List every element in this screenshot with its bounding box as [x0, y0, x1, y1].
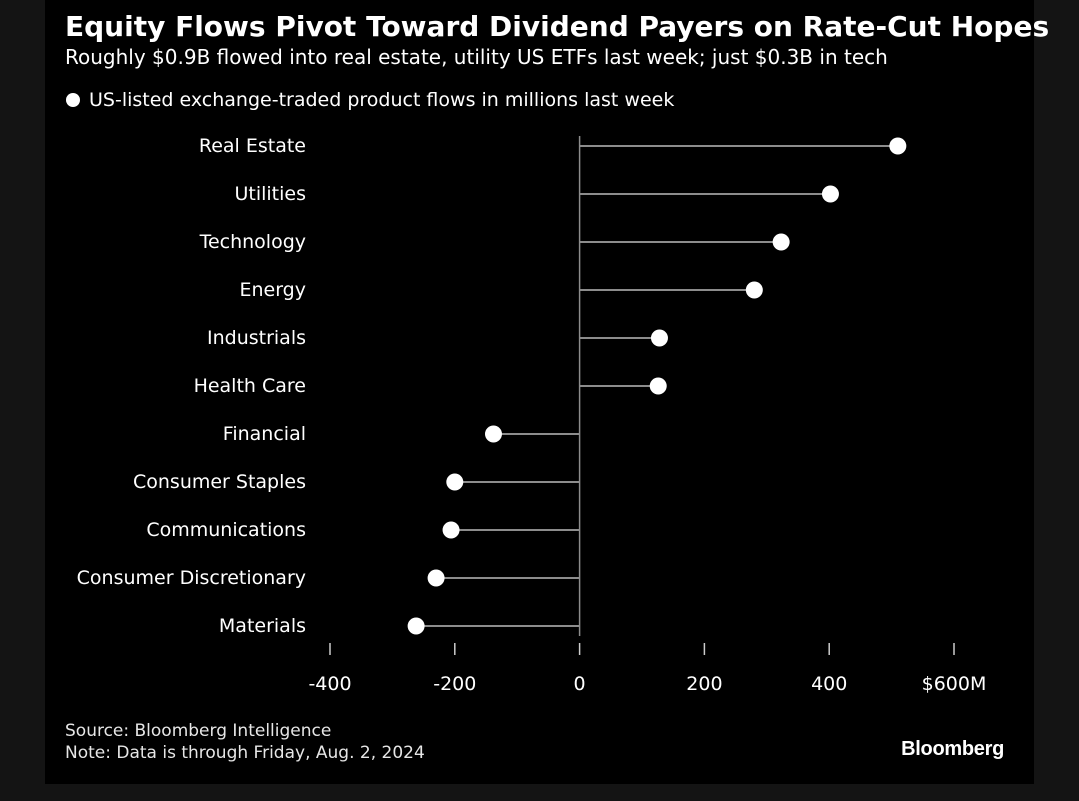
category-label: Energy	[239, 279, 306, 301]
x-tick-label: 0	[574, 673, 586, 695]
data-point	[745, 281, 763, 299]
data-point	[446, 473, 464, 491]
data-point	[649, 377, 667, 395]
date-note: Note: Data is through Friday, Aug. 2, 20…	[65, 743, 425, 763]
x-tick-label: 400	[811, 673, 847, 695]
category-label: Materials	[219, 615, 306, 637]
legend-marker	[66, 93, 80, 107]
data-point	[427, 569, 445, 587]
data-point	[821, 185, 839, 203]
category-label: Communications	[146, 519, 306, 541]
category-label: Health Care	[194, 375, 306, 397]
legend-label: US-listed exchange-traded product flows …	[89, 89, 675, 111]
data-point	[484, 425, 502, 443]
chart-panel	[45, 0, 1034, 784]
category-label: Consumer Discretionary	[77, 567, 306, 589]
bloomberg-logo: Bloomberg	[901, 738, 1004, 760]
category-label: Financial	[223, 423, 306, 445]
chart-subtitle: Roughly $0.9B flowed into real estate, u…	[65, 45, 888, 69]
data-point	[407, 617, 425, 635]
chart-title: Equity Flows Pivot Toward Dividend Payer…	[65, 10, 1050, 43]
x-tick-label: 200	[686, 673, 722, 695]
category-label: Technology	[199, 231, 306, 253]
category-label: Consumer Staples	[133, 471, 306, 493]
category-label: Industrials	[207, 327, 306, 349]
data-point	[650, 329, 668, 347]
data-point	[772, 233, 790, 251]
x-tick-label: -400	[308, 673, 351, 695]
x-tick-label: -200	[433, 673, 476, 695]
x-tick-label: $600M	[922, 673, 987, 695]
category-label: Real Estate	[199, 135, 306, 157]
legend: US-listed exchange-traded product flows …	[66, 89, 674, 111]
data-point	[442, 521, 460, 539]
category-label: Utilities	[234, 183, 306, 205]
data-point	[889, 137, 907, 155]
source-note: Source: Bloomberg Intelligence	[65, 721, 332, 741]
